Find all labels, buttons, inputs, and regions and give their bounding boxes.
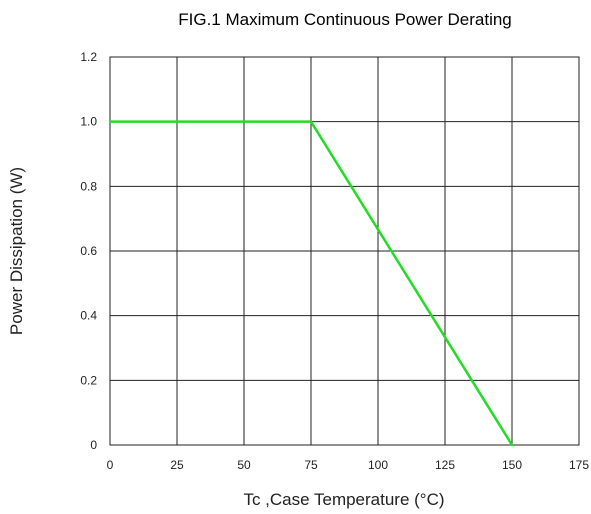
series-layer bbox=[108, 120, 514, 447]
y-tick-label: 0.6 bbox=[80, 244, 97, 258]
x-tick-label: 25 bbox=[170, 458, 184, 472]
x-tick-label: 175 bbox=[569, 458, 589, 472]
x-tick-label: 100 bbox=[368, 458, 388, 472]
series-point bbox=[108, 120, 112, 123]
x-tick-label: 150 bbox=[502, 458, 522, 472]
series-point bbox=[510, 443, 514, 447]
x-tick-label: 0 bbox=[107, 458, 114, 472]
plot-frame bbox=[109, 56, 580, 446]
y-axis-label: Power Dissipation (W) bbox=[7, 167, 26, 335]
series-point bbox=[309, 120, 313, 123]
x-tick-label: 125 bbox=[435, 458, 455, 472]
y-axis-ticks: 0 0.2 0.4 0.6 0.8 1.0 1.2 bbox=[80, 50, 97, 452]
x-axis-label: Tc ,Case Temperature (°C) bbox=[243, 490, 444, 509]
chart-title: FIG.1 Maximum Continuous Power Derating bbox=[178, 10, 512, 29]
y-tick-label: 0.8 bbox=[80, 179, 97, 193]
grid bbox=[109, 56, 580, 446]
y-tick-label: 0.4 bbox=[80, 309, 97, 323]
x-tick-label: 75 bbox=[304, 458, 318, 472]
y-tick-label: 0 bbox=[90, 438, 97, 452]
x-tick-label: 50 bbox=[237, 458, 251, 472]
y-tick-label: 1.0 bbox=[80, 115, 97, 129]
y-tick-label: 0.2 bbox=[80, 373, 97, 387]
y-tick-label: 1.2 bbox=[80, 50, 97, 64]
x-axis-ticks: 0 25 50 75 100 125 150 175 bbox=[107, 458, 590, 472]
